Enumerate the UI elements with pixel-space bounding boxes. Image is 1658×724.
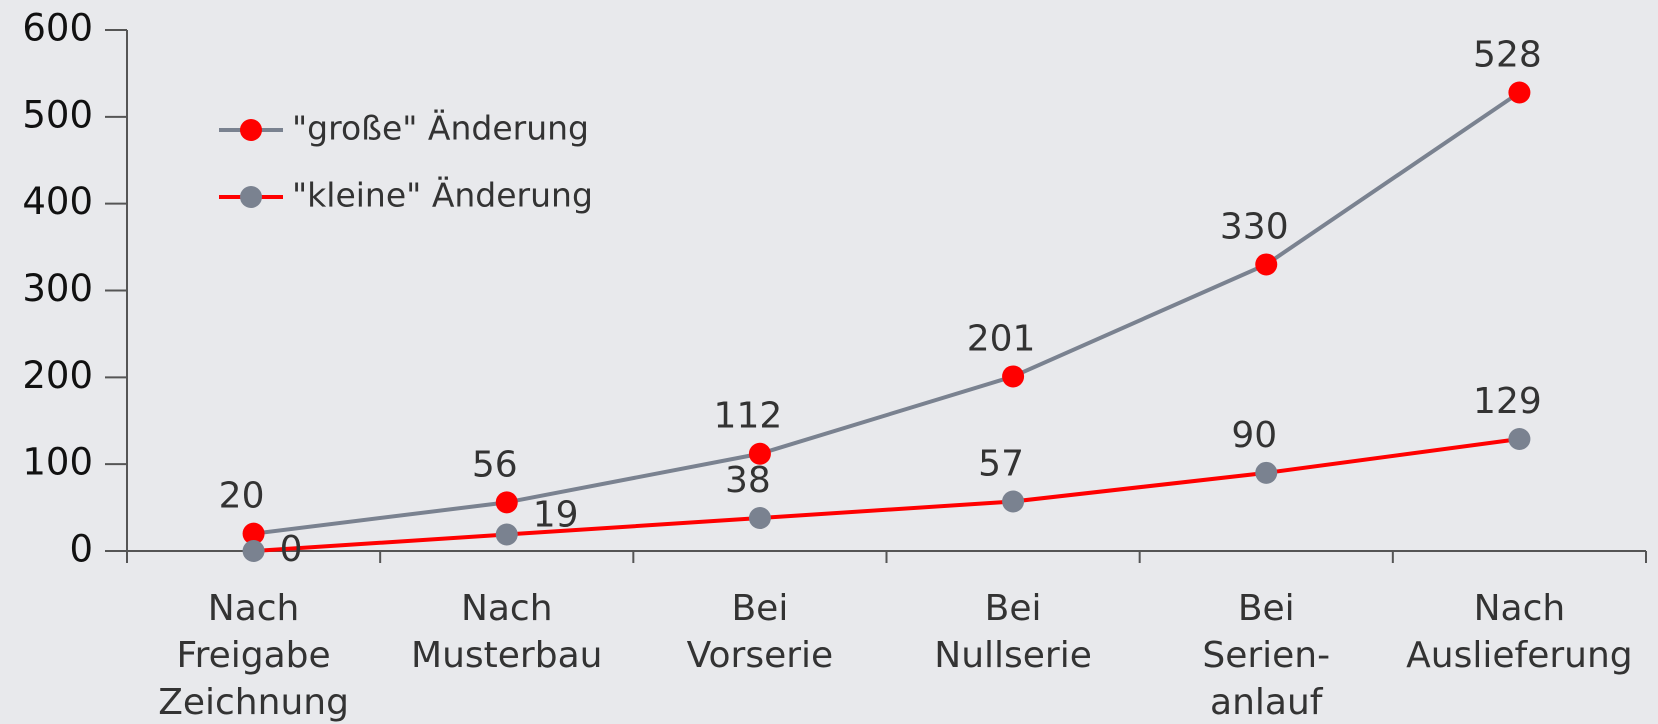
marker <box>495 491 518 514</box>
value-label: 90 <box>1231 415 1277 456</box>
series-line <box>253 437 1520 553</box>
x-tick-label: Bei <box>985 588 1042 629</box>
x-tick-label: Serien- <box>1202 635 1330 676</box>
marker <box>1255 253 1278 276</box>
value-label: 20 <box>219 476 265 517</box>
legend-label: "große" Änderung <box>292 109 589 148</box>
y-tick-label: 100 <box>22 441 93 484</box>
value-label: 38 <box>725 460 771 501</box>
marker <box>1508 427 1531 450</box>
marker <box>748 507 771 530</box>
value-label: 0 <box>280 529 303 570</box>
x-tick-label: Nach <box>461 588 553 629</box>
y-tick-label: 400 <box>22 180 93 223</box>
x-tick-label: Bei <box>731 588 788 629</box>
y-tick-label: 300 <box>22 267 93 310</box>
value-label: 201 <box>967 318 1036 359</box>
y-tick-label: 200 <box>22 354 93 397</box>
marker <box>242 522 265 545</box>
x-tick-label: Bei <box>1238 588 1295 629</box>
x-tick-label: Zeichnung <box>158 682 349 723</box>
marker <box>1255 461 1278 484</box>
marker <box>748 442 771 465</box>
x-tick-label: anlauf <box>1210 682 1324 723</box>
series-line <box>253 90 1521 536</box>
x-tick-label: Musterbau <box>411 635 602 676</box>
x-tick-label: Nullserie <box>934 635 1092 676</box>
value-label: 129 <box>1473 381 1542 422</box>
value-label: 19 <box>533 495 579 536</box>
marker <box>495 523 518 546</box>
value-label: 330 <box>1220 206 1289 247</box>
x-tick-label: Vorserie <box>687 635 834 676</box>
y-tick-label: 0 <box>69 528 93 571</box>
legend-marker <box>240 119 262 141</box>
y-tick-label: 600 <box>22 7 93 50</box>
x-tick-label: Freigabe <box>176 635 330 676</box>
value-label: 57 <box>978 444 1024 485</box>
x-tick-label: Auslieferung <box>1406 635 1632 676</box>
x-tick-label: Nach <box>208 588 300 629</box>
y-tick-label: 500 <box>22 93 93 136</box>
value-label: 56 <box>472 444 518 485</box>
legend-label: "kleine" Änderung <box>292 176 593 215</box>
value-label: 528 <box>1473 35 1542 76</box>
value-label: 112 <box>714 396 783 437</box>
marker <box>1508 81 1531 104</box>
marker <box>1002 490 1025 513</box>
marker <box>242 540 265 562</box>
legend-marker <box>240 186 262 208</box>
x-tick-label: Nach <box>1474 588 1566 629</box>
marker <box>1002 365 1025 388</box>
